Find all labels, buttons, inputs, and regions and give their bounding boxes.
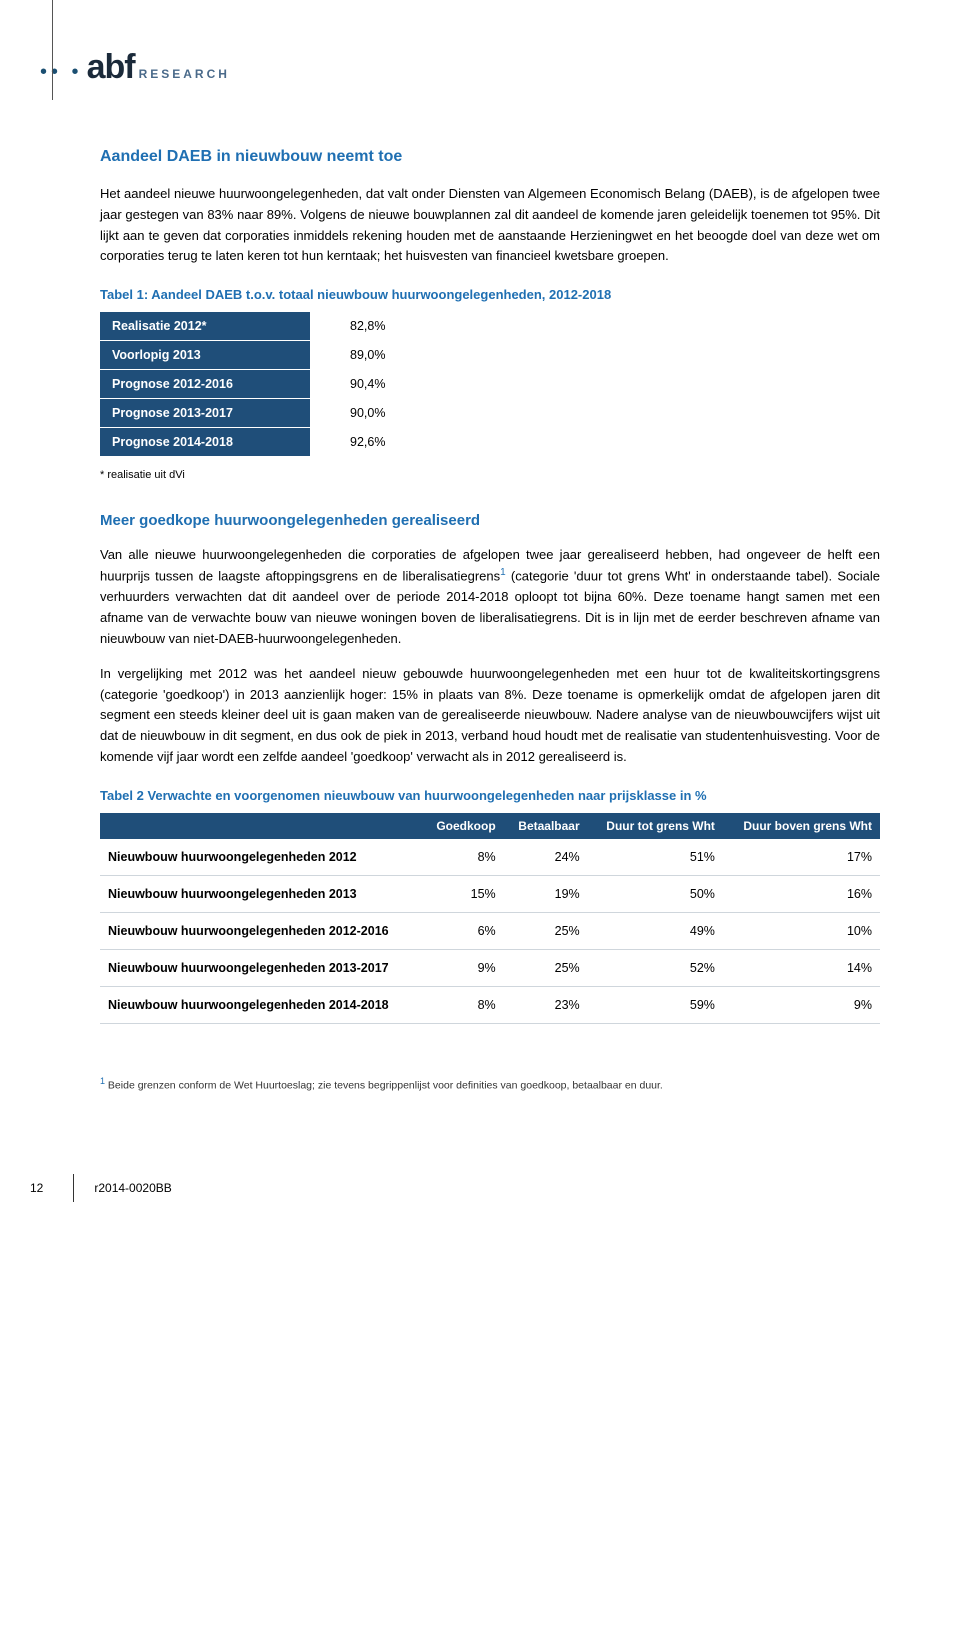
table2-cell: 8% <box>422 839 504 876</box>
table2-cell: 23% <box>504 987 588 1024</box>
section1-title: Aandeel DAEB in nieuwbouw neemt toe <box>100 144 880 170</box>
table2-cell: 50% <box>588 876 723 913</box>
table-row: Voorlopig 201389,0% <box>100 340 415 369</box>
section1-para: Het aandeel nieuwe huurwoongelegenheden,… <box>100 184 880 267</box>
table2-label: Nieuwbouw huurwoongelegenheden 2013-2017 <box>100 950 422 987</box>
page-number: 12 <box>30 1179 43 1198</box>
table-row: Nieuwbouw huurwoongelegenheden 2012-2016… <box>100 913 880 950</box>
table2: Goedkoop Betaalbaar Duur tot grens Wht D… <box>100 813 880 1024</box>
table1-footnote: * realisatie uit dVi <box>100 467 880 485</box>
table1: Realisatie 2012*82,8% Voorlopig 201389,0… <box>100 312 415 457</box>
table2-cell: 51% <box>588 839 723 876</box>
table-row: Nieuwbouw huurwoongelegenheden 2014-2018… <box>100 987 880 1024</box>
table2-label: Nieuwbouw huurwoongelegenheden 2012 <box>100 839 422 876</box>
page-footer: 12 r2014-0020BB <box>30 1174 880 1202</box>
table2-cell: 16% <box>723 876 880 913</box>
page-footnote: 1 Beide grenzen conform de Wet Huurtoesl… <box>100 1074 880 1094</box>
section2-para1: Van alle nieuwe huurwoongelegenheden die… <box>100 545 880 650</box>
table2-label: Nieuwbouw huurwoongelegenheden 2013 <box>100 876 422 913</box>
table2-cell: 59% <box>588 987 723 1024</box>
vertical-rule <box>52 0 53 100</box>
table2-h1: Goedkoop <box>422 813 504 839</box>
table1-label: Realisatie 2012* <box>100 312 310 341</box>
table2-cell: 15% <box>422 876 504 913</box>
table-row: Prognose 2012-201690,4% <box>100 369 415 398</box>
table2-cell: 8% <box>422 987 504 1024</box>
doc-ref: r2014-0020BB <box>94 1179 171 1198</box>
table2-cell: 6% <box>422 913 504 950</box>
table2-h2: Betaalbaar <box>504 813 588 839</box>
table2-cell: 25% <box>504 950 588 987</box>
table1-label: Voorlopig 2013 <box>100 340 310 369</box>
logo-dots: •• • <box>40 56 83 88</box>
table-row: Realisatie 2012*82,8% <box>100 312 415 341</box>
table2-cell: 17% <box>723 839 880 876</box>
table-row: Nieuwbouw huurwoongelegenheden 2013-2017… <box>100 950 880 987</box>
table2-cell: 24% <box>504 839 588 876</box>
table1-value: 82,8% <box>310 312 415 341</box>
table2-h0 <box>100 813 422 839</box>
table2-h3: Duur tot grens Wht <box>588 813 723 839</box>
logo-research: RESEARCH <box>139 65 230 84</box>
table2-caption: Tabel 2 Verwachte en voorgenomen nieuwbo… <box>100 786 880 807</box>
table2-cell: 10% <box>723 913 880 950</box>
table-row: Prognose 2013-201790,0% <box>100 398 415 427</box>
table2-cell: 52% <box>588 950 723 987</box>
section2-title: Meer goedkope huurwoongelegenheden gerea… <box>100 509 880 533</box>
table-row: Nieuwbouw huurwoongelegenheden 201315%19… <box>100 876 880 913</box>
table2-cell: 25% <box>504 913 588 950</box>
footer-bar <box>73 1174 74 1202</box>
table2-label: Nieuwbouw huurwoongelegenheden 2012-2016 <box>100 913 422 950</box>
table1-value: 90,4% <box>310 369 415 398</box>
table1-label: Prognose 2014-2018 <box>100 427 310 456</box>
table2-cell: 9% <box>422 950 504 987</box>
table2-cell: 9% <box>723 987 880 1024</box>
table-row: Nieuwbouw huurwoongelegenheden 20128%24%… <box>100 839 880 876</box>
table1-value: 92,6% <box>310 427 415 456</box>
table2-cell: 14% <box>723 950 880 987</box>
table2-cell: 19% <box>504 876 588 913</box>
table2-h4: Duur boven grens Wht <box>723 813 880 839</box>
table2-cell: 49% <box>588 913 723 950</box>
table-row: Prognose 2014-201892,6% <box>100 427 415 456</box>
table1-value: 90,0% <box>310 398 415 427</box>
logo: •• • abf RESEARCH <box>40 40 880 94</box>
logo-abf: abf <box>87 40 135 94</box>
footnote-text: Beide grenzen conform de Wet Huurtoeslag… <box>105 1080 663 1092</box>
section2-para2: In vergelijking met 2012 was het aandeel… <box>100 664 880 768</box>
table1-label: Prognose 2012-2016 <box>100 369 310 398</box>
table1-caption: Tabel 1: Aandeel DAEB t.o.v. totaal nieu… <box>100 285 880 306</box>
table1-value: 89,0% <box>310 340 415 369</box>
table2-header-row: Goedkoop Betaalbaar Duur tot grens Wht D… <box>100 813 880 839</box>
table1-label: Prognose 2013-2017 <box>100 398 310 427</box>
table2-label: Nieuwbouw huurwoongelegenheden 2014-2018 <box>100 987 422 1024</box>
